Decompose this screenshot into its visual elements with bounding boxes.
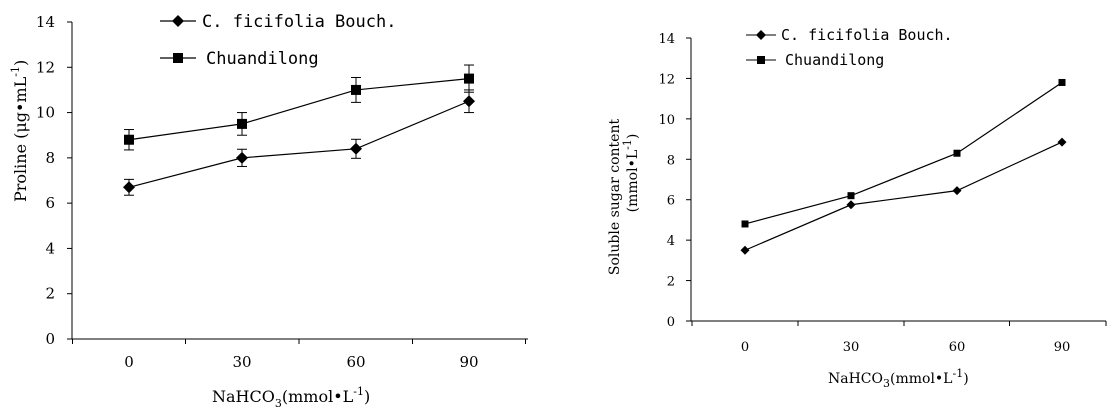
data-point (1058, 78, 1066, 86)
y-tick-label: 12 (36, 58, 55, 76)
data-point (463, 95, 475, 108)
left-legend-label-1: C. ficifolia Bouch. (202, 12, 396, 32)
series-line (744, 81, 1063, 225)
y-tick-label: 12 (658, 72, 675, 87)
left-x-axis-title: NaHCO3(mmol•L-1) (212, 385, 370, 410)
x-tick-label: 90 (459, 353, 478, 371)
y-tick-label: 14 (658, 32, 675, 47)
data-point (952, 186, 962, 196)
series-line (744, 141, 1063, 251)
right-legend-entry-1: C. ficifolia Bouch. (746, 26, 953, 44)
y-tick-label: 4 (45, 239, 55, 257)
y-tick-label: 8 (667, 153, 675, 168)
y-tick-label: 14 (36, 13, 55, 31)
left-x-axis: 0 30 60 90 (72, 338, 528, 371)
left-y-axis-title: Proline (μg•mL-1) (9, 60, 30, 202)
data-point (351, 84, 361, 95)
data-point (464, 73, 474, 84)
data-point (953, 149, 961, 157)
y-tick-label: 2 (45, 285, 55, 303)
y-tick-label: 10 (36, 104, 55, 122)
x-tick-label: 0 (741, 340, 749, 355)
right-legend-entry-2: Chuandilong (746, 51, 884, 69)
data-point (236, 151, 248, 164)
left-y-axis: 0 2 4 6 8 10 12 14 (36, 13, 73, 348)
data-point (123, 181, 135, 194)
x-tick-label: 90 (1054, 340, 1071, 355)
data-point (847, 192, 855, 200)
y-tick-label: 0 (667, 315, 675, 330)
left-legend-label-2: Chuandilong (206, 49, 319, 69)
right-y-axis-title-line2: (mmol•L-1) (621, 134, 641, 213)
diamond-marker-icon (756, 30, 766, 40)
y-tick-label: 2 (667, 275, 675, 290)
right-legend-label-1: C. ficifolia Bouch. (781, 26, 953, 44)
series-line (128, 78, 470, 141)
right-legend: C. ficifolia Bouch. Chuandilong (746, 26, 953, 69)
series-1 (740, 137, 1067, 255)
x-tick-label: 60 (346, 353, 365, 371)
data-point (846, 200, 856, 210)
data-point (741, 220, 749, 228)
data-point (237, 118, 247, 129)
y-tick-label: 8 (45, 149, 55, 167)
left-legend: C. ficifolia Bouch. Chuandilong (160, 12, 396, 69)
left-legend-entry-1: C. ficifolia Bouch. (160, 12, 396, 32)
x-tick-label: 30 (843, 340, 860, 355)
series-line (128, 100, 470, 188)
square-marker-icon (757, 56, 765, 64)
series-2 (741, 78, 1066, 228)
x-tick-label: 0 (124, 353, 134, 371)
data-point (740, 245, 750, 255)
series-2 (124, 64, 474, 151)
square-marker-icon (173, 53, 183, 63)
y-tick-label: 10 (658, 113, 675, 128)
y-tick-label: 6 (45, 194, 55, 212)
left-chart: 0 2 4 6 8 10 12 14 0 30 60 90 C. ficifolia Bouch. … (9, 12, 528, 410)
series-1 (123, 89, 475, 196)
data-point (350, 142, 362, 155)
data-point (1057, 137, 1067, 147)
y-tick-label: 6 (667, 194, 675, 209)
right-y-axis: 0 2 4 6 8 10 12 14 (658, 32, 692, 330)
diamond-marker-icon (172, 15, 184, 27)
right-legend-label-2: Chuandilong (785, 51, 884, 69)
y-tick-label: 4 (667, 234, 675, 249)
right-x-axis: 0 30 60 90 (691, 320, 1107, 355)
data-point (124, 134, 134, 145)
left-legend-entry-2: Chuandilong (160, 49, 319, 69)
x-tick-label: 60 (949, 340, 966, 355)
y-tick-label: 0 (45, 330, 55, 348)
right-x-axis-title: NaHCO3(mmol•L-1) (828, 367, 969, 390)
right-y-axis-title-line1: Soluble sugar content (607, 119, 623, 276)
right-chart: 0 2 4 6 8 10 12 14 0 30 60 90 C. ficifolia Bouch. … (607, 26, 1107, 390)
x-tick-label: 30 (232, 353, 251, 371)
